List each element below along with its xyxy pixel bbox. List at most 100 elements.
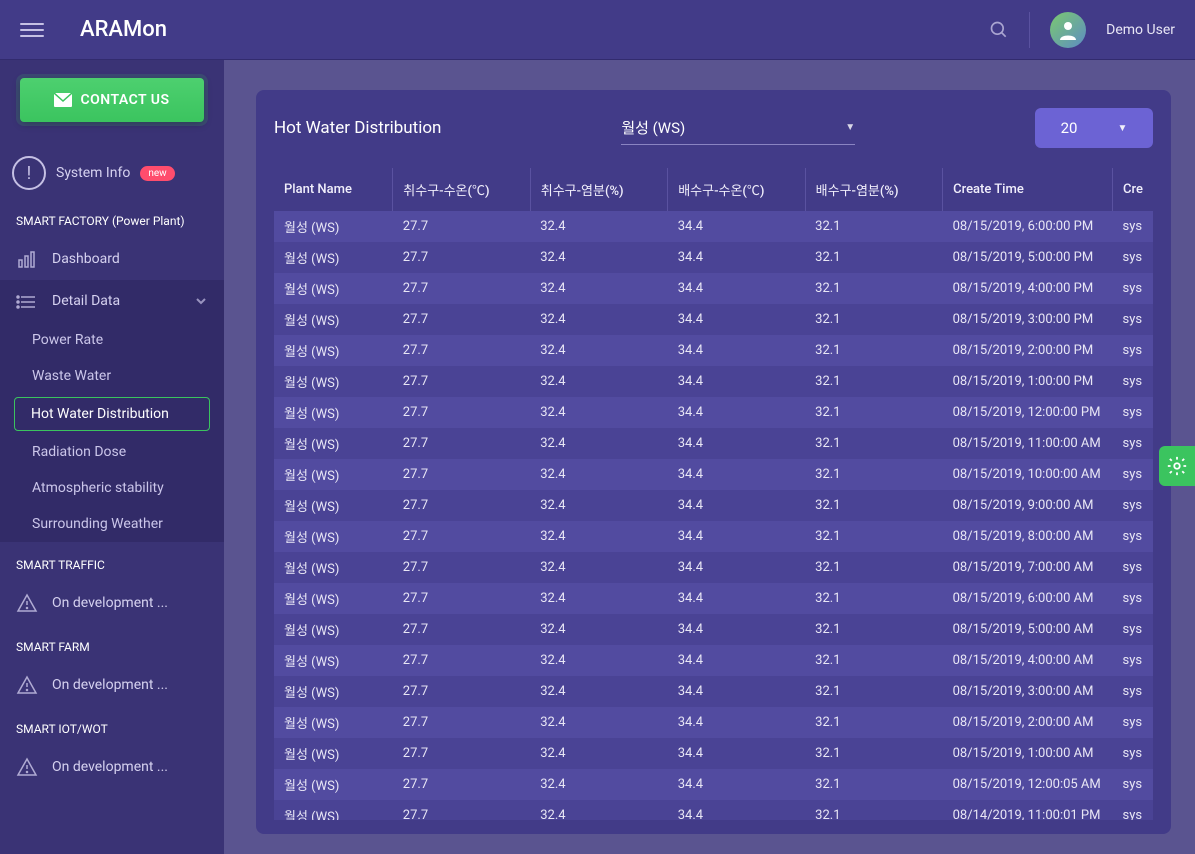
table-cell: 27.7 — [393, 366, 530, 397]
table-cell: 27.7 — [393, 645, 530, 676]
page-title: Hot Water Distribution — [274, 118, 441, 138]
table-cell: 34.4 — [668, 273, 805, 304]
warning-icon — [16, 674, 38, 696]
sidebar-item-detail-data[interactable]: Detail Data — [0, 280, 224, 322]
table-row[interactable]: 월성 (WS)27.732.434.432.108/14/2019, 11:00… — [274, 800, 1153, 820]
sidebar-item-dashboard[interactable]: Dashboard — [0, 238, 224, 280]
page-size-select[interactable]: 20 ▼ — [1035, 108, 1153, 148]
table-row[interactable]: 월성 (WS)27.732.434.432.108/15/2019, 4:00:… — [274, 645, 1153, 676]
table-row[interactable]: 월성 (WS)27.732.434.432.108/15/2019, 1:00:… — [274, 366, 1153, 397]
table-cell: 32.1 — [805, 459, 942, 490]
dropdown-triangle-icon: ▼ — [1117, 123, 1127, 134]
table-cell: 32.4 — [530, 521, 667, 552]
table-row[interactable]: 월성 (WS)27.732.434.432.108/15/2019, 7:00:… — [274, 552, 1153, 583]
table-cell: 32.1 — [805, 335, 942, 366]
table-row[interactable]: 월성 (WS)27.732.434.432.108/15/2019, 1:00:… — [274, 738, 1153, 769]
table-cell: 08/15/2019, 10:00:00 AM — [943, 459, 1113, 490]
table-cell: 27.7 — [393, 459, 530, 490]
avatar-icon — [1056, 18, 1080, 42]
settings-float-button[interactable] — [1159, 446, 1195, 486]
table-cell: sys — [1113, 366, 1153, 397]
topbar: ARAMon Demo User — [0, 0, 1195, 60]
table-cell: 27.7 — [393, 707, 530, 738]
table-row[interactable]: 월성 (WS)27.732.434.432.108/15/2019, 11:00… — [274, 428, 1153, 459]
sidebar-sub-item[interactable]: Hot Water Distribution — [14, 397, 210, 431]
table-column-header[interactable]: 배수구-수온(℃) — [668, 168, 805, 211]
table-cell: 32.4 — [530, 335, 667, 366]
table-cell: sys — [1113, 521, 1153, 552]
table-cell: 08/15/2019, 5:00:00 AM — [943, 614, 1113, 645]
table-cell: 월성 (WS) — [274, 490, 393, 521]
farm-ondev-label: On development ... — [52, 677, 168, 693]
table-cell: 32.4 — [530, 459, 667, 490]
contact-us-button[interactable]: CONTACT US — [20, 78, 204, 122]
gear-icon — [1166, 455, 1188, 477]
table-cell: 32.1 — [805, 521, 942, 552]
iot-ondev-label: On development ... — [52, 759, 168, 775]
table-cell: 월성 (WS) — [274, 552, 393, 583]
table-row[interactable]: 월성 (WS)27.732.434.432.108/15/2019, 12:00… — [274, 397, 1153, 428]
sidebar-sub-item[interactable]: Atmospheric stability — [0, 470, 224, 506]
table-row[interactable]: 월성 (WS)27.732.434.432.108/15/2019, 6:00:… — [274, 583, 1153, 614]
table-cell: 27.7 — [393, 552, 530, 583]
table-cell: 32.1 — [805, 242, 942, 273]
table-cell: 32.4 — [530, 428, 667, 459]
sidebar-sub-item[interactable]: Power Rate — [0, 322, 224, 358]
chevron-down-icon — [194, 294, 208, 308]
table-row[interactable]: 월성 (WS)27.732.434.432.108/15/2019, 2:00:… — [274, 335, 1153, 366]
table-row[interactable]: 월성 (WS)27.732.434.432.108/15/2019, 4:00:… — [274, 273, 1153, 304]
table-cell: 34.4 — [668, 583, 805, 614]
table-row[interactable]: 월성 (WS)27.732.434.432.108/15/2019, 3:00:… — [274, 304, 1153, 335]
table-column-header[interactable]: 취수구-염분(%) — [530, 168, 667, 211]
table-column-header[interactable]: Cre — [1113, 168, 1153, 211]
avatar[interactable] — [1050, 12, 1086, 48]
table-cell: 34.4 — [668, 614, 805, 645]
table-row[interactable]: 월성 (WS)27.732.434.432.108/15/2019, 2:00:… — [274, 707, 1153, 738]
table-column-header[interactable]: 취수구-수온(℃) — [393, 168, 530, 211]
menu-toggle-button[interactable] — [20, 18, 44, 42]
table-column-header[interactable]: 배수구-염분(%) — [805, 168, 942, 211]
sidebar-sub-item[interactable]: Radiation Dose — [0, 434, 224, 470]
table-row[interactable]: 월성 (WS)27.732.434.432.108/15/2019, 8:00:… — [274, 521, 1153, 552]
main-content: Hot Water Distribution 월성 (WS) ▼ 20 ▼ Pl… — [224, 60, 1195, 854]
section-title-factory: SMART FACTORY (Power Plant) — [0, 198, 224, 238]
table-cell: sys — [1113, 800, 1153, 820]
table-cell: 34.4 — [668, 397, 805, 428]
table-cell: 32.4 — [530, 645, 667, 676]
table-cell: 27.7 — [393, 583, 530, 614]
table-row[interactable]: 월성 (WS)27.732.434.432.108/15/2019, 9:00:… — [274, 490, 1153, 521]
table-column-header[interactable]: Create Time — [943, 168, 1113, 211]
table-cell: 32.1 — [805, 490, 942, 521]
table-cell: 27.7 — [393, 614, 530, 645]
sidebar-item-farm-ondev[interactable]: On development ... — [0, 664, 224, 706]
table-row[interactable]: 월성 (WS)27.732.434.432.108/15/2019, 5:00:… — [274, 242, 1153, 273]
table-cell: 08/15/2019, 2:00:00 PM — [943, 335, 1113, 366]
table-cell: 32.4 — [530, 366, 667, 397]
table-cell: 월성 (WS) — [274, 366, 393, 397]
sidebar-item-iot-ondev[interactable]: On development ... — [0, 746, 224, 788]
username-label: Demo User — [1106, 22, 1175, 38]
table-row[interactable]: 월성 (WS)27.732.434.432.108/15/2019, 5:00:… — [274, 614, 1153, 645]
sidebar-item-traffic-ondev[interactable]: On development ... — [0, 582, 224, 624]
search-icon[interactable] — [989, 20, 1009, 40]
table-row[interactable]: 월성 (WS)27.732.434.432.108/15/2019, 10:00… — [274, 459, 1153, 490]
table-row[interactable]: 월성 (WS)27.732.434.432.108/15/2019, 6:00:… — [274, 211, 1153, 242]
table-cell: 32.1 — [805, 304, 942, 335]
table-cell: 32.4 — [530, 552, 667, 583]
table-cell: 08/15/2019, 7:00:00 AM — [943, 552, 1113, 583]
table-row[interactable]: 월성 (WS)27.732.434.432.108/15/2019, 12:00… — [274, 769, 1153, 800]
sidebar-sub-item[interactable]: Waste Water — [0, 358, 224, 394]
table-cell: 08/15/2019, 1:00:00 PM — [943, 366, 1113, 397]
sidebar-item-system-info[interactable]: ! System Info new — [0, 148, 224, 198]
table-column-header[interactable]: Plant Name — [274, 168, 393, 211]
traffic-ondev-label: On development ... — [52, 595, 168, 611]
dashboard-label: Dashboard — [52, 251, 120, 267]
sidebar-sub-item[interactable]: Surrounding Weather — [0, 506, 224, 542]
table-row[interactable]: 월성 (WS)27.732.434.432.108/15/2019, 3:00:… — [274, 676, 1153, 707]
list-icon — [16, 290, 38, 312]
alert-circle-icon: ! — [12, 156, 46, 190]
table-cell: 34.4 — [668, 800, 805, 820]
plant-select[interactable]: 월성 (WS) ▼ — [621, 111, 855, 145]
table-cell: 08/15/2019, 1:00:00 AM — [943, 738, 1113, 769]
table-cell: 32.4 — [530, 800, 667, 820]
